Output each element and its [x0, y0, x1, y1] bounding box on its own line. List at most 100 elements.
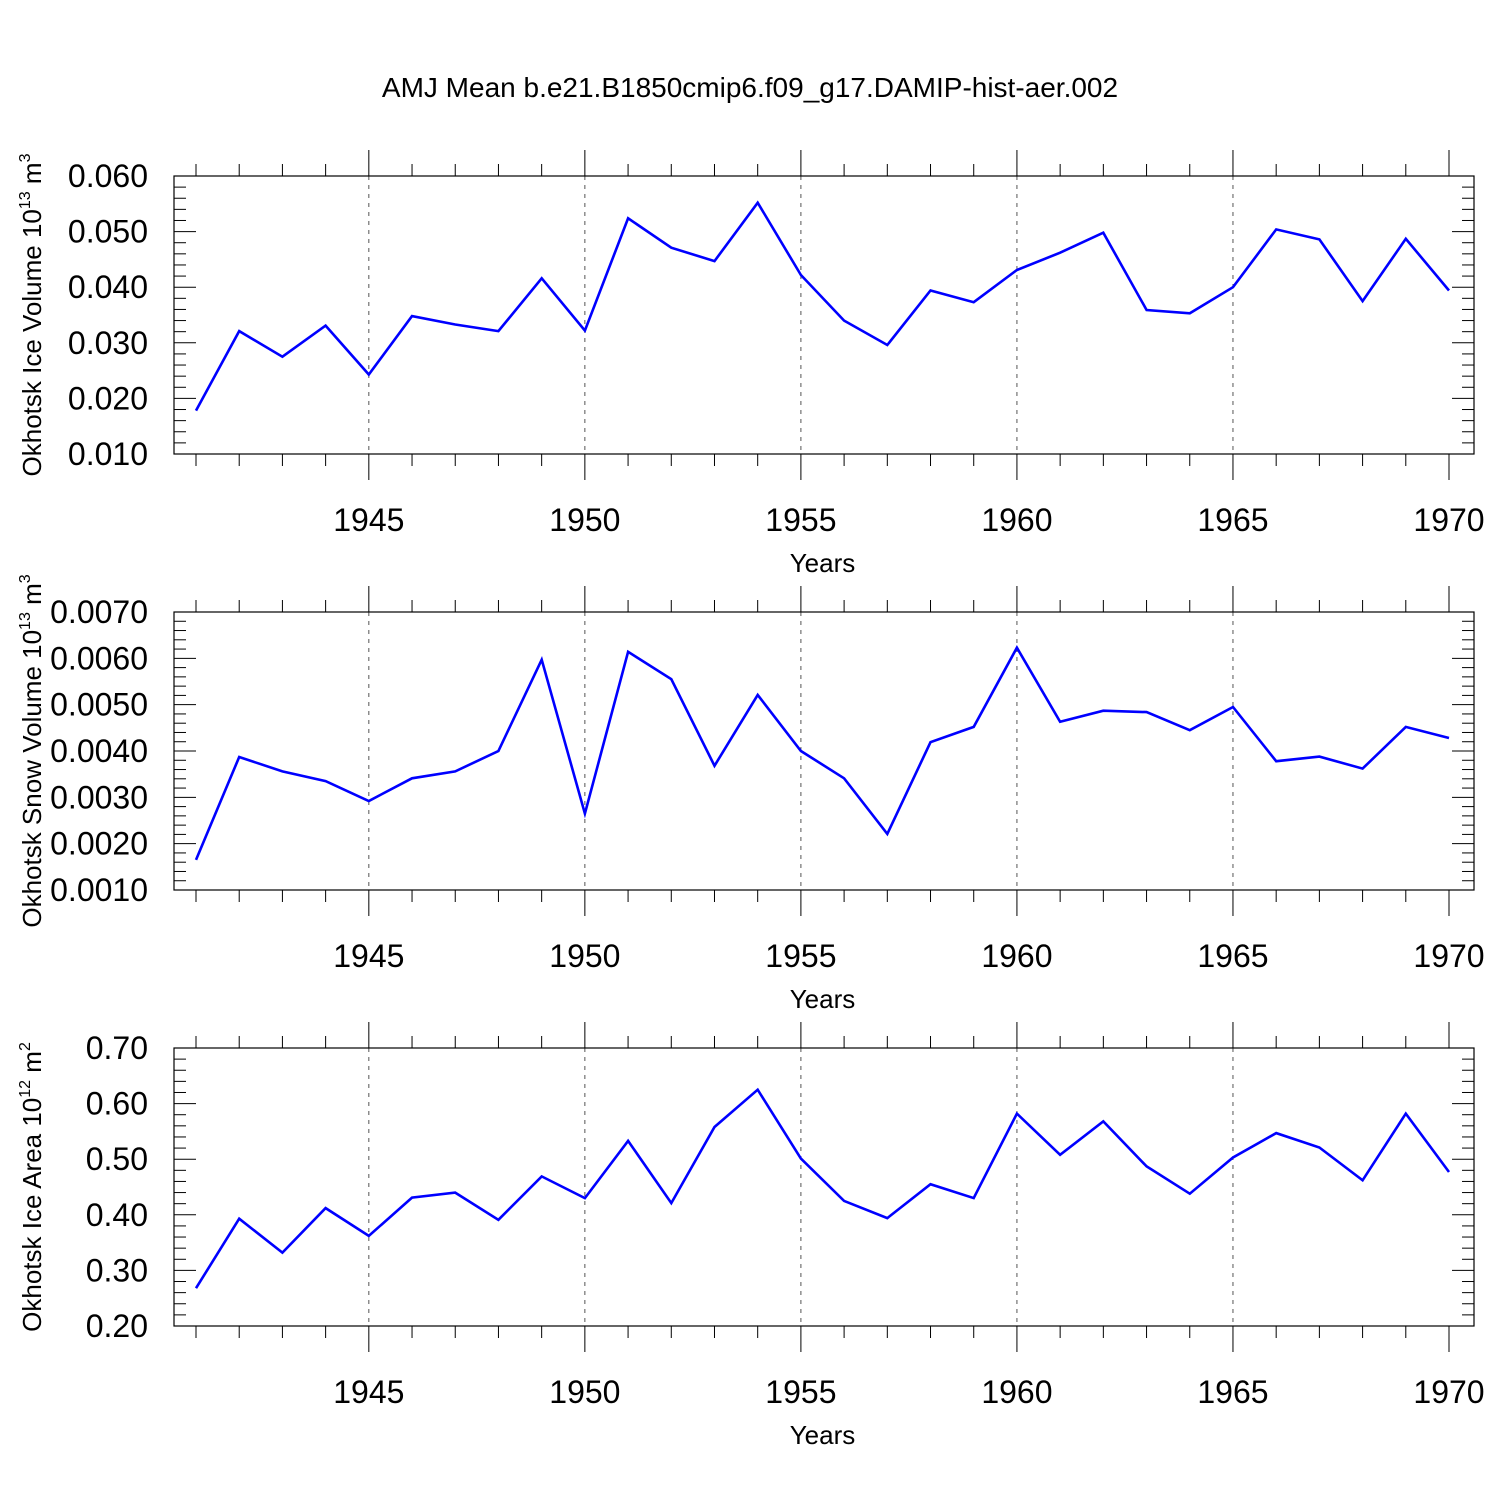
- snow-volume-data-point: [367, 799, 371, 803]
- ice-area-x-tick-label: 1970: [1413, 1374, 1484, 1410]
- ice-area-data-point: [1317, 1146, 1321, 1150]
- ice-area-y-tick-label: 0.50: [86, 1141, 148, 1177]
- ice-volume-data-point: [583, 329, 587, 333]
- ice-volume-series-line: [194, 200, 1450, 412]
- ice-area-data-point: [712, 1125, 716, 1129]
- ice-area-y-tick-label: 0.30: [86, 1252, 148, 1288]
- ice-area-data-point: [885, 1216, 889, 1220]
- ice-volume-x-tick-label: 1955: [765, 502, 836, 538]
- ice-area-data-point: [756, 1088, 760, 1092]
- y-axis-title-unit: m: [17, 162, 47, 191]
- ice-area-x-tick-label: 1965: [1197, 1374, 1268, 1410]
- snow-volume-data-point: [756, 693, 760, 697]
- ice-area-data-point: [799, 1157, 803, 1161]
- y-axis-title-unit: m: [17, 583, 47, 612]
- ice-volume-data-point: [756, 201, 760, 205]
- snow-volume-data-point: [1317, 755, 1321, 759]
- ice-area-frame: [173, 1047, 1475, 1327]
- y-axis-title-exponent: 12: [17, 1080, 34, 1098]
- snow-volume-x-axis-title: Years: [790, 984, 856, 1014]
- ice-area-data-point: [1101, 1119, 1105, 1123]
- ice-area-x-tick-label: 1955: [765, 1374, 836, 1410]
- snow-volume-data-point: [1015, 646, 1019, 650]
- ice-volume-data-point: [1188, 311, 1192, 315]
- ice-area-data-point: [842, 1199, 846, 1203]
- ice-area-data-point: [1058, 1153, 1062, 1157]
- ice-volume-data-point: [1404, 237, 1408, 241]
- ice-volume-data-point: [367, 372, 371, 376]
- ice-area-data-point: [237, 1217, 241, 1221]
- snow-volume-data-point: [1058, 720, 1062, 724]
- ice-volume-data-point: [1101, 231, 1105, 235]
- snow-volume-data-point: [972, 725, 976, 729]
- ice-volume-data-point: [972, 300, 976, 304]
- ice-volume-y-tick-label: 0.030: [68, 325, 148, 361]
- snow-volume-y-tick-label: 0.0010: [50, 872, 148, 908]
- ice-area-data-point: [583, 1196, 587, 1200]
- snow-volume-data-point: [280, 769, 284, 773]
- ice-area-data-point: [410, 1196, 414, 1200]
- ice-volume-data-point: [540, 276, 544, 280]
- ice-volume-data-point: [410, 314, 414, 318]
- ice-volume-data-point: [194, 409, 198, 413]
- snow-volume-data-point: [1404, 725, 1408, 729]
- y-axis-title-text: Okhotsk Snow Volume 10: [17, 630, 47, 928]
- ice-volume-data-point: [237, 329, 241, 333]
- ice-area-data-point: [496, 1218, 500, 1222]
- ice-area-x-tick-label: 1950: [549, 1374, 620, 1410]
- ice-area-data-point: [1274, 1131, 1278, 1135]
- ice-volume-x-tick-label: 1950: [549, 502, 620, 538]
- ice-area-data-point: [1361, 1178, 1365, 1182]
- y-axis-title-unit: m: [17, 1051, 47, 1080]
- snow-volume-data-point: [799, 749, 803, 753]
- ice-area-data-point: [1447, 1170, 1451, 1174]
- ice-area-data-point: [280, 1251, 284, 1255]
- snow-volume-data-point: [583, 812, 587, 816]
- snow-volume-y-tick-label: 0.0050: [50, 687, 148, 723]
- snow-volume-data-point: [712, 764, 716, 768]
- ice-area-data-point: [367, 1234, 371, 1238]
- snow-volume-data-point: [626, 650, 630, 654]
- ice-area-x-tick-label: 1945: [333, 1374, 404, 1410]
- y-axis-title-exponent: 13: [17, 612, 34, 630]
- ice-volume-data-point: [1015, 268, 1019, 272]
- ice-volume-x-tick-label: 1945: [333, 502, 404, 538]
- ice-area-panel: 0.20 0.30 0.40 0.50 0.60 0.70 1945 1950 1955 1960…: [17, 1022, 1485, 1450]
- snow-volume-x-tick-label: 1960: [981, 938, 1052, 974]
- snow-volume-data-point: [453, 769, 457, 773]
- snow-volume-data-point: [1361, 767, 1365, 771]
- snow-volume-data-point: [237, 755, 241, 759]
- snow-volume-data-point: [842, 776, 846, 780]
- ice-area-data-point: [1404, 1112, 1408, 1116]
- ice-area-series-line: [194, 1087, 1451, 1289]
- ice-volume-y-tick-label: 0.040: [68, 269, 148, 305]
- ice-volume-data-point: [842, 319, 846, 323]
- y-axis-title-unit-exponent: 3: [17, 153, 34, 162]
- snow-volume-data-point: [1231, 705, 1235, 709]
- ice-area-data-point: [1231, 1156, 1235, 1160]
- y-axis-title-text: Okhotsk Ice Volume 10: [17, 209, 47, 476]
- ice-area-data-point: [194, 1286, 198, 1290]
- ice-volume-y-tick-label: 0.010: [68, 436, 148, 472]
- snow-volume-data-point: [885, 832, 889, 836]
- ice-area-data-point: [1015, 1112, 1019, 1116]
- ice-area-data-point: [453, 1191, 457, 1195]
- y-axis-title-exponent: 13: [17, 191, 34, 209]
- ice-volume-data-point: [1058, 251, 1062, 255]
- ice-volume-data-point: [324, 324, 328, 328]
- ice-area-data-point: [669, 1201, 673, 1205]
- ice-area-data-point: [324, 1206, 328, 1210]
- ice-area-data-point: [626, 1139, 630, 1143]
- y-axis-title-text: Okhotsk Ice Area 10: [17, 1098, 47, 1332]
- snow-volume-y-tick-label: 0.0030: [50, 779, 148, 815]
- snow-volume-data-point: [496, 749, 500, 753]
- ice-volume-y-tick-label: 0.020: [68, 380, 148, 416]
- snow-volume-data-point: [410, 776, 414, 780]
- ice-volume-data-point: [929, 289, 933, 293]
- snow-volume-y-tick-label: 0.0060: [50, 640, 148, 676]
- ice-volume-data-point: [1361, 299, 1365, 303]
- snow-volume-data-point: [669, 677, 673, 681]
- ice-area-y-tick-label: 0.60: [86, 1086, 148, 1122]
- ice-area-data-point: [1145, 1164, 1149, 1168]
- ice-volume-data-point: [280, 355, 284, 359]
